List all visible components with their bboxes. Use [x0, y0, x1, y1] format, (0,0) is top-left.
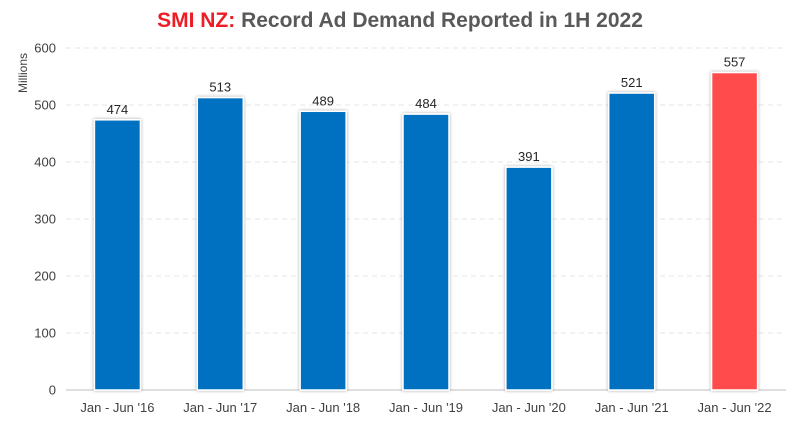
data-label: 521 [621, 75, 643, 90]
y-tick-label: 100 [34, 326, 56, 341]
x-tick-label: Jan - Jun '19 [389, 400, 463, 415]
data-label: 489 [312, 93, 334, 108]
x-tick-label: Jan - Jun '21 [595, 400, 669, 415]
bar [505, 166, 553, 391]
bar [299, 110, 347, 391]
y-tick-label: 600 [34, 41, 56, 56]
bar [607, 92, 656, 391]
bars [93, 71, 759, 391]
data-label: 474 [107, 102, 129, 117]
x-tick-label: Jan - Jun '16 [80, 400, 154, 415]
x-tick-label: Jan - Jun '20 [492, 400, 566, 415]
y-axis-label: Millions [16, 53, 30, 93]
chart-title-text: Record Ad Demand Reported in 1H 2022 [241, 9, 643, 32]
data-label: 391 [518, 149, 540, 164]
y-tick-label: 200 [34, 269, 56, 284]
y-tick-label: 400 [34, 155, 56, 170]
axes: 0 100 200 300 400 500 600 Millions Jan - Jun '16… [16, 41, 786, 415]
y-tick-label: 0 [49, 383, 56, 398]
data-label: 557 [724, 55, 746, 70]
y-tick-label: 300 [34, 212, 56, 227]
x-tick-label: Jan - Jun '22 [698, 400, 772, 415]
bar [93, 119, 142, 391]
x-tick-label: Jan - Jun '18 [286, 400, 360, 415]
x-tick-label: Jan - Jun '17 [183, 400, 257, 415]
chart-title-prefix: SMI NZ: [157, 9, 236, 32]
bar [196, 96, 245, 391]
data-label: 484 [415, 96, 437, 111]
chart-title: SMI NZ: Record Ad Demand Reported in 1H … [0, 9, 800, 33]
bar [710, 71, 759, 391]
data-labels: 474 513 489 484 391 521 557 [107, 55, 746, 165]
y-tick-label: 500 [34, 98, 56, 113]
bar [402, 113, 450, 391]
data-label: 513 [209, 80, 231, 95]
